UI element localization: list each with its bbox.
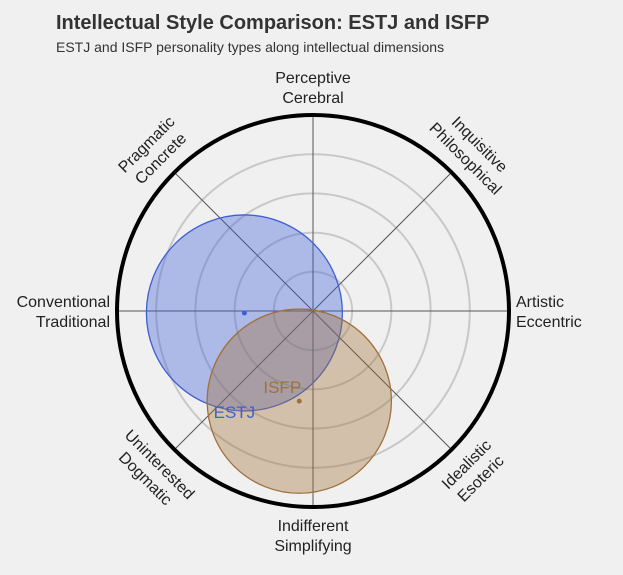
- series-label-isfp: ISFP: [263, 378, 301, 397]
- axis-labels: Perceptive Cerebral Indifferent Simplifying…: [17, 70, 582, 555]
- data-marks: ESTJ ISFP: [145, 214, 393, 494]
- axis-label-top: Perceptive Cerebral: [275, 70, 351, 107]
- axis-lines: [117, 115, 509, 507]
- axis-label-bottom: Indifferent Simplifying: [274, 518, 351, 555]
- chart-subtitle: ESTJ and ISFP personality types along in…: [56, 39, 445, 55]
- axis-label-left: Conventional Traditional: [17, 294, 110, 331]
- series-center-isfp: [296, 398, 302, 404]
- outer-ring: [115, 113, 511, 509]
- chart-title: Intellectual Style Comparison: ESTJ and …: [56, 12, 490, 34]
- series-center-estj: [241, 310, 247, 316]
- axis-line-135: [174, 172, 452, 450]
- series-label-estj: ESTJ: [214, 403, 256, 422]
- axis-label-right: Artistic Eccentric: [516, 294, 582, 331]
